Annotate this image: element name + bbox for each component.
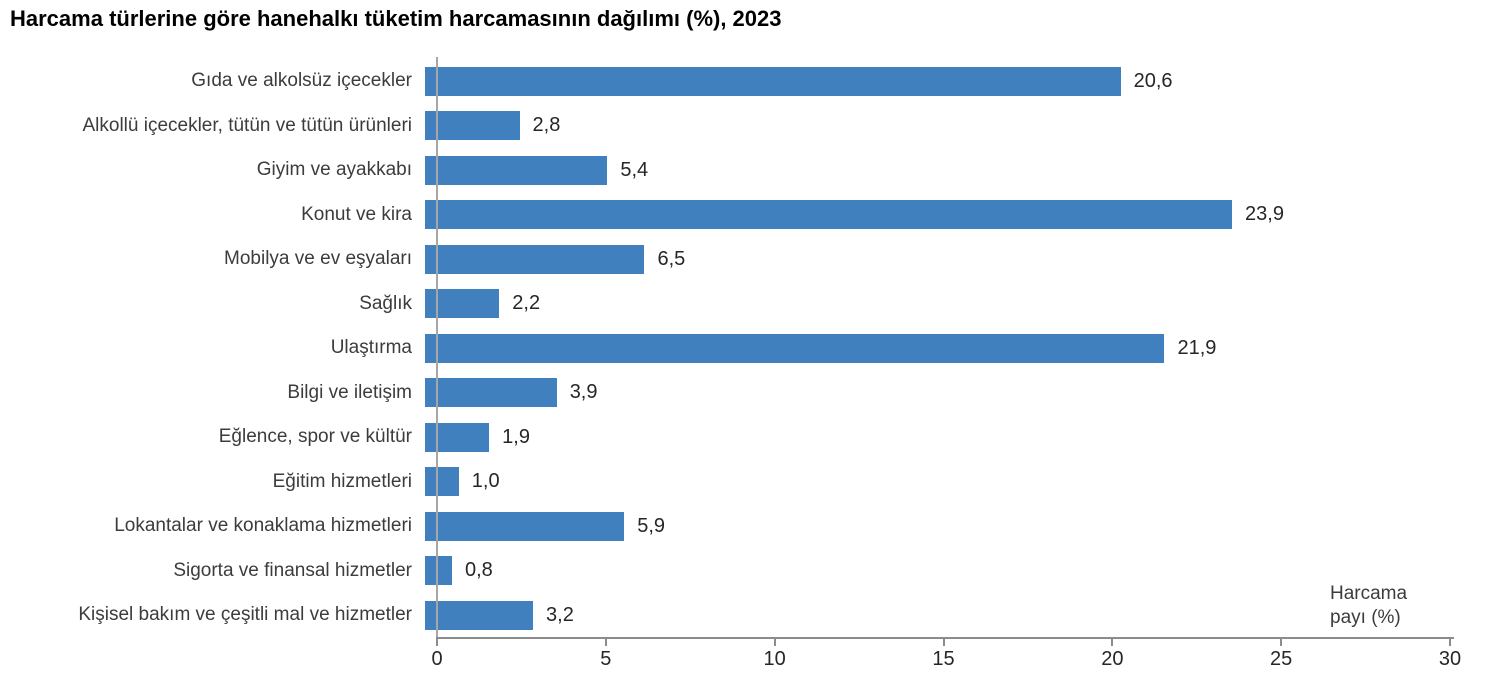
plot-cell: 1,9 [425, 415, 530, 460]
bar-row: Bilgi ve iletişim 3,9 [0, 371, 1488, 416]
category-label: Bilgi ve iletişim [287, 381, 412, 403]
x-axis-tick-label: 25 [1270, 648, 1293, 670]
value-label: 1,9 [502, 425, 530, 448]
chart-title: Harcama türlerine göre hanehalkı tüketim… [10, 6, 782, 31]
bar [425, 556, 452, 586]
bar [425, 66, 1121, 96]
value-label: 5,4 [620, 158, 649, 181]
bar-row: Ulaştırma 21,9 [0, 326, 1488, 371]
y-axis-line [436, 57, 438, 638]
value-label: 5,9 [637, 514, 666, 537]
bar [425, 600, 534, 630]
plot-cell: 3,2 [425, 593, 574, 638]
x-axis-tick [604, 639, 607, 646]
category-label: Ulaştırma [330, 337, 412, 359]
x-axis-tick [1280, 639, 1283, 646]
plot-cell: 2,8 [425, 104, 560, 149]
category-label: Sağlık [359, 292, 412, 314]
bar-row: Gıda ve alkolsüz içecekler 20,6 [0, 59, 1488, 104]
category-label: Mobilya ve ev eşyaları [224, 248, 412, 270]
plot-cell: 0,8 [425, 549, 493, 594]
x-axis-tick [942, 639, 945, 646]
bar [425, 244, 645, 274]
x-axis-title-line1: Harcama [1330, 583, 1408, 604]
category-label: Sigorta ve finansal hizmetler [173, 559, 412, 581]
x-axis-tick-label: 20 [1101, 648, 1124, 670]
category-label: Gıda ve alkolsüz içecekler [191, 70, 412, 92]
category-label: Lokantalar ve konaklama hizmetleri [114, 515, 412, 537]
bar-row: Sağlık 2,2 [0, 282, 1488, 327]
bar-row: Eğitim hizmetleri 1,0 [0, 460, 1488, 505]
x-axis-title-line2: payı (%) [1330, 607, 1401, 628]
category-label: Eğlence, spor ve kültür [218, 426, 412, 448]
value-label: 21,9 [1177, 336, 1217, 359]
plot-cell: 3,9 [425, 371, 598, 416]
category-label: Eğitim hizmetleri [272, 470, 412, 492]
bar [425, 200, 1233, 230]
value-label: 1,0 [471, 470, 500, 493]
plot-cell: 2,2 [425, 282, 540, 327]
value-label: 2,2 [512, 292, 541, 315]
plot-cell: 1,0 [425, 460, 500, 505]
x-axis-title: Harcama payı (%) [1330, 582, 1407, 630]
value-label: 3,2 [546, 603, 574, 626]
value-label: 23,9 [1245, 203, 1284, 226]
bar-row: Konut ve kira 23,9 [0, 193, 1488, 238]
bar [425, 467, 459, 497]
x-axis-tick-label: 10 [763, 648, 786, 670]
category-label: Kişisel bakım ve çeşitli mal ve hizmetle… [78, 604, 412, 626]
value-label: 6,5 [657, 247, 686, 270]
x-axis-tick-label: 0 [431, 648, 443, 670]
bar [425, 155, 608, 185]
plot-cell: 5,4 [425, 148, 648, 193]
category-label: Konut ve kira [301, 203, 412, 225]
bar-chart: Gıda ve alkolsüz içecekler 20,6 Alkollü iç… [0, 59, 1488, 638]
x-axis-tick [1111, 639, 1114, 646]
plot-cell: 20,6 [425, 59, 1173, 104]
bar-row: Eğlence, spor ve kültür 1,9 [0, 415, 1488, 460]
category-label: Alkollü içecekler, tütün ve tütün ürünle… [82, 114, 412, 136]
bar-row: Kişisel bakım ve çeşitli mal ve hizmetle… [0, 593, 1488, 638]
bar [425, 422, 490, 452]
plot-cell: 21,9 [425, 326, 1216, 371]
x-axis-line [436, 637, 1454, 639]
value-label: 0,8 [465, 559, 493, 582]
category-label: Giyim ve ayakkabı [256, 159, 412, 181]
bar-row: Giyim ve ayakkabı 5,4 [0, 148, 1488, 193]
bar [425, 111, 520, 141]
bar-row: Lokantalar ve konaklama hizmetleri 5,9 [0, 504, 1488, 549]
bar [425, 378, 557, 408]
plot-cell: 5,9 [425, 504, 665, 549]
value-label: 20,6 [1133, 69, 1173, 92]
bar-row: Mobilya ve ev eşyaları 6,5 [0, 237, 1488, 282]
x-axis-tick-label: 15 [932, 648, 955, 670]
x-axis-tick [1449, 639, 1451, 646]
plot-cell: 6,5 [425, 237, 685, 282]
bar [425, 333, 1165, 363]
x-axis-tick-label: 5 [600, 648, 612, 670]
bar-row: Alkollü içecekler, tütün ve tütün ürünle… [0, 104, 1488, 149]
value-label: 3,9 [569, 381, 598, 404]
x-axis-tick-label: 30 [1438, 648, 1462, 670]
value-label: 2,8 [532, 114, 561, 137]
plot-cell: 23,9 [425, 193, 1284, 238]
bar [425, 511, 625, 541]
x-axis-tick [436, 639, 438, 646]
bar-row: Sigorta ve finansal hizmetler 0,8 [0, 549, 1488, 594]
x-axis-tick [773, 639, 776, 646]
